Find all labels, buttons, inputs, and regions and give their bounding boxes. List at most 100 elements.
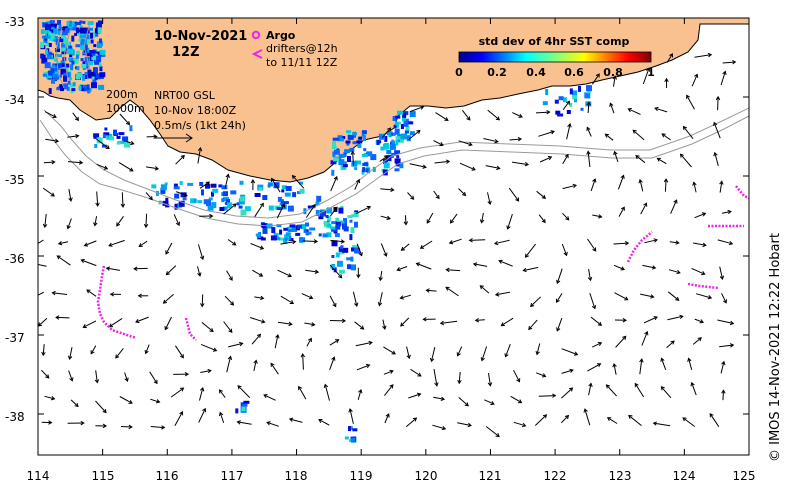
current-vector [485,165,501,171]
sst-pixel [397,110,403,115]
sst-pixel [370,154,377,161]
sst-pixel [557,113,564,117]
sst-pixel [46,51,53,55]
sst-pixel [361,154,368,157]
sst-pixel [63,72,70,78]
current-vector [535,109,551,115]
sst-pixel [562,97,567,103]
sst-pixel [57,30,61,35]
current-vector [380,215,391,221]
sst-pixel [102,134,106,139]
current-vector [224,173,230,189]
sst-pixel [333,267,337,273]
sst-pixel [47,21,54,25]
sst-pixel [303,228,307,233]
sst-pixel [45,41,50,47]
sst-pixel [70,89,74,94]
sst-pixel [84,72,88,75]
current-vector [459,162,476,171]
sst-pixel [338,246,343,252]
map-time-title: 12Z [172,45,200,60]
current-vector [198,407,207,423]
current-vector [86,289,97,297]
current-vector [562,212,570,221]
current-vector [498,259,513,267]
current-vector [274,334,280,349]
current-vector [694,212,707,219]
current-vector [301,293,314,300]
sst-pixel [57,28,61,32]
sst-pixel [558,96,564,101]
sst-pixel [260,237,266,241]
current-vector [96,138,110,150]
current-vector [408,392,422,399]
sst-pixel [285,232,291,237]
current-vector [562,183,578,190]
sst-pixel [331,169,335,176]
current-vector [383,369,394,375]
current-vector [227,239,237,246]
lon-tick-label: 118 [285,469,308,483]
current-vector [200,343,218,352]
sst-pixel [340,165,344,171]
sst-pixel [95,51,102,56]
current-vector [199,213,214,219]
current-vector [280,295,295,304]
sst-pixel [91,82,97,89]
sst-pixel [86,84,90,91]
sst-pixel [326,232,332,238]
sst-pixel [332,137,339,141]
sst-pixel [351,437,356,443]
lat-tick-label: -37 [5,331,25,345]
current-vector [613,241,630,246]
sst-pixel [318,233,322,237]
sst-pixel [272,236,276,241]
sst-pixel [90,39,94,44]
sst-pixel [118,132,125,136]
current-vector [38,262,47,267]
current-vector [66,218,72,230]
current-vector [643,316,658,324]
current-vector [201,322,214,333]
sst-pixel [545,89,549,95]
sst-pixel [391,139,395,144]
current-vector [57,241,69,246]
sst-pixel [67,80,71,85]
current-vector [277,269,292,278]
sst-pixel [361,130,367,135]
current-vector [695,293,713,300]
sst-pixel [88,59,93,66]
sst-pixel [295,232,301,236]
sst-pixel [262,227,268,234]
current-vector [226,355,233,373]
sst-pixel [399,138,404,143]
current-vector [635,154,646,164]
drifter-legend-label: drifters@12h [266,42,338,55]
current-vector [445,267,461,273]
sst-pixel [86,61,89,66]
current-vector [323,383,330,401]
current-vector [536,190,547,199]
sst-pixel [340,138,345,142]
lat-tick-label: -35 [5,173,25,187]
current-vector [474,317,485,323]
current-vector [458,188,467,197]
current-vector [356,267,361,279]
current-vector [561,368,574,374]
current-vector [439,320,458,326]
sst-pixel [199,182,204,186]
current-vector [612,75,617,87]
sst-pixel [51,78,55,84]
current-vector [96,163,109,170]
sst-pixel [258,187,263,191]
sst-pixel [287,227,294,232]
current-vector [197,266,202,277]
current-vector [223,321,233,333]
sst-pixel [351,247,355,252]
sst-pixel [57,63,63,68]
sst-pixel [244,206,251,212]
sst-pixel [297,224,303,229]
lat-tick-label: -38 [5,410,25,424]
current-vector [399,294,412,300]
sst-pixel [332,140,337,146]
